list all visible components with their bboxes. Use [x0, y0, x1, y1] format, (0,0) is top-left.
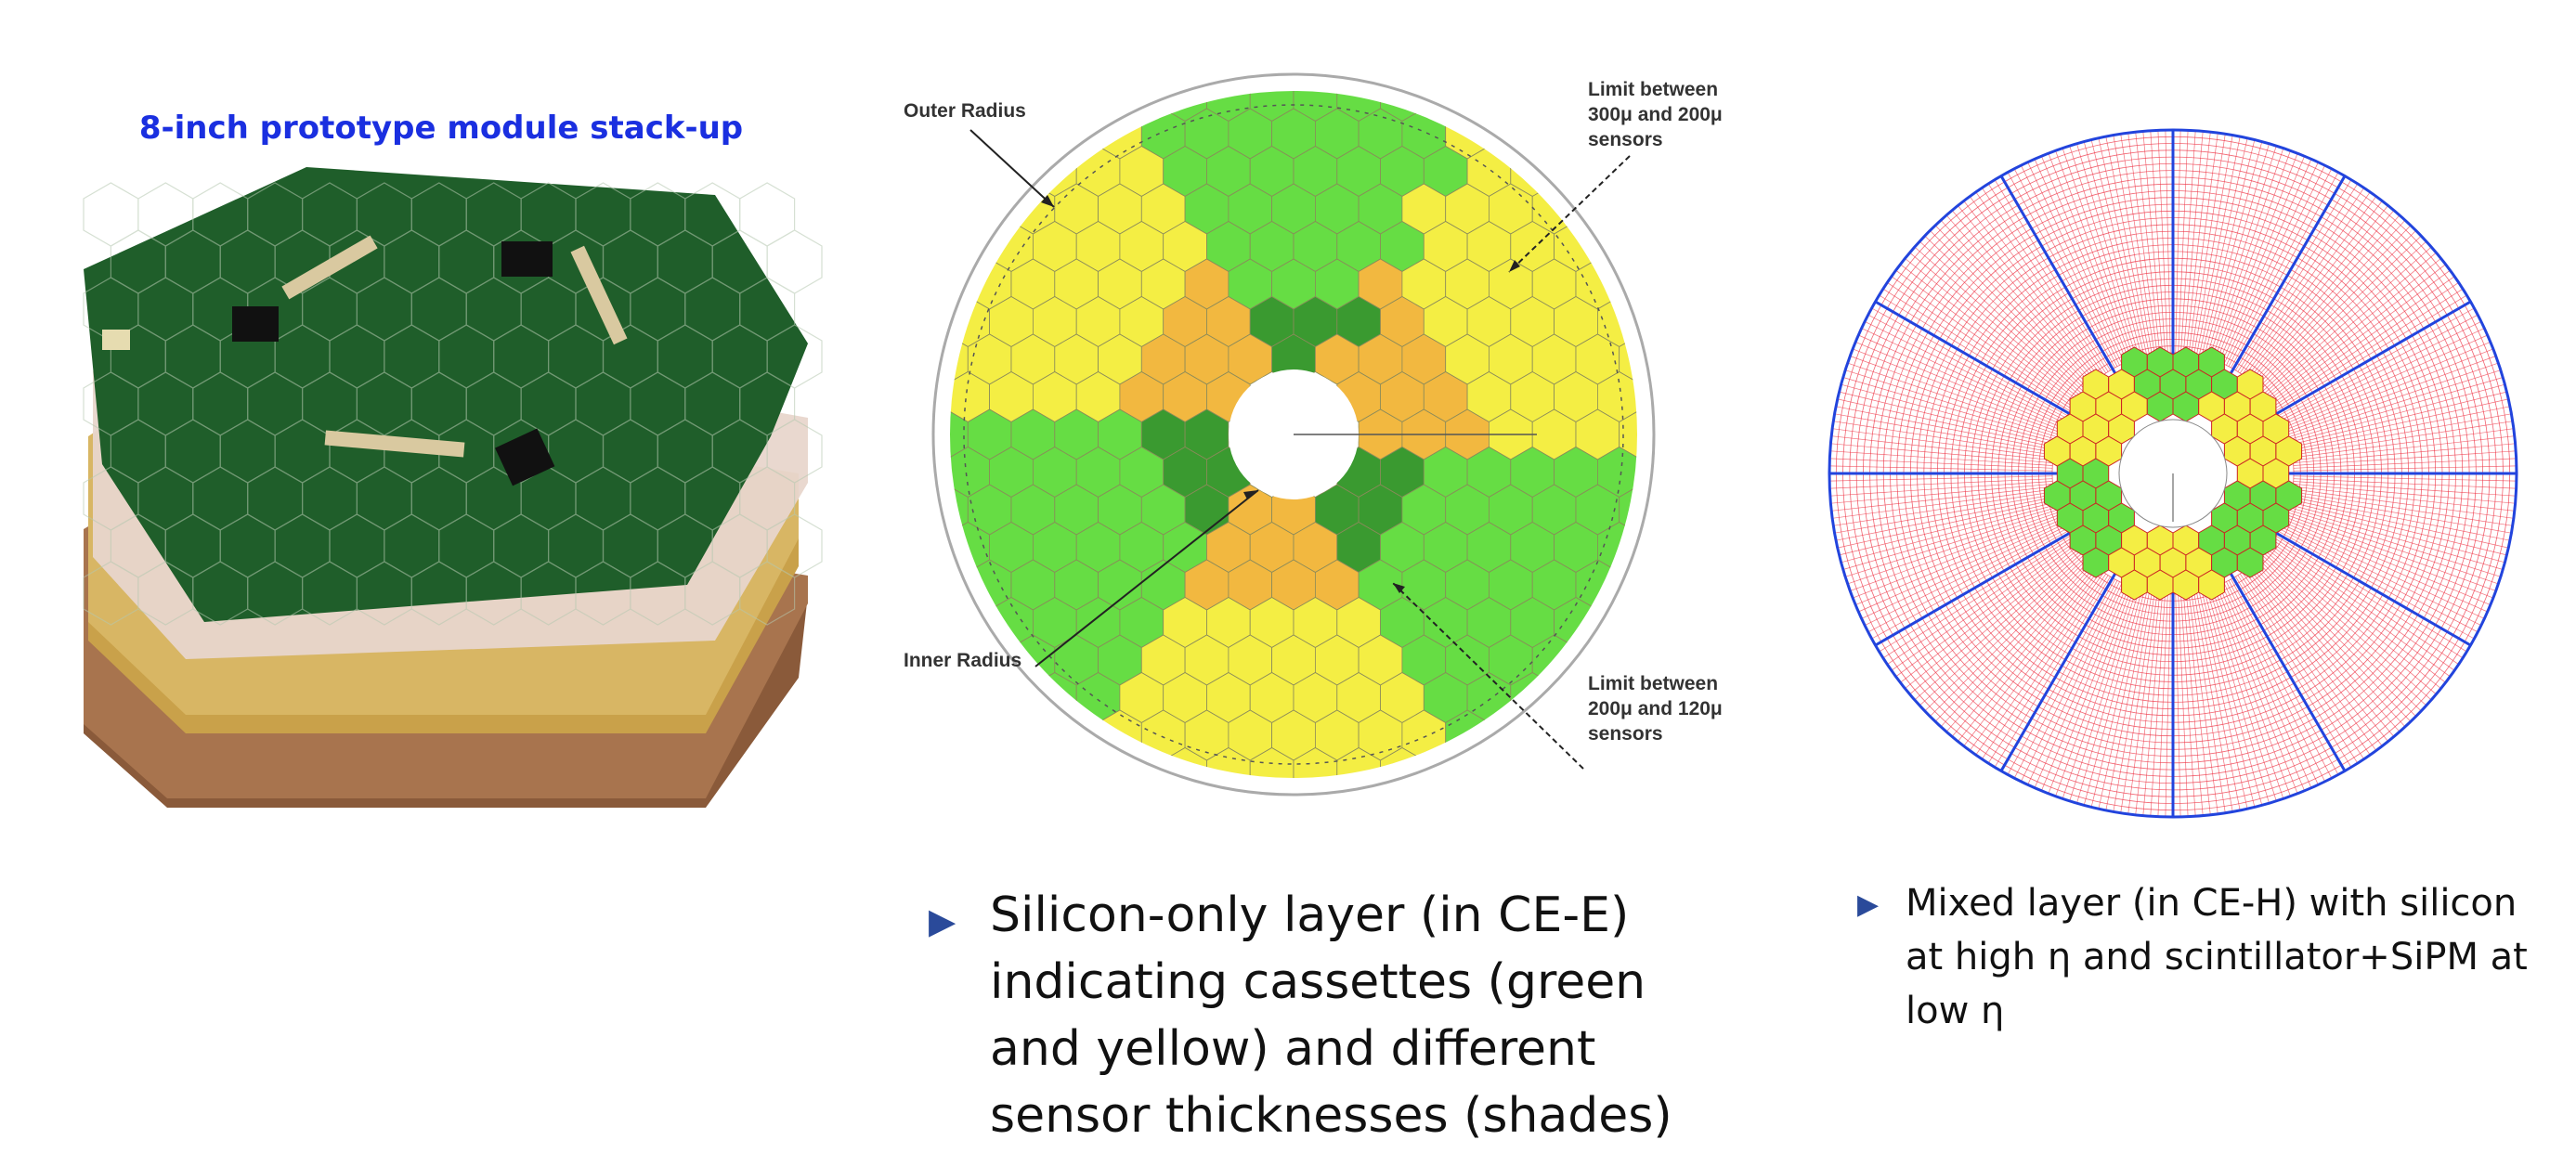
scintillator-radial — [2293, 492, 2513, 526]
label-outer-radius: Outer Radius — [904, 100, 1026, 122]
silicon-layer-svg: Outer Radius Inner Radius Limit between … — [878, 26, 1741, 824]
scintillator-radial — [2205, 142, 2262, 357]
scintillator-radial — [2293, 421, 2513, 456]
scintillator-radial — [2266, 253, 2437, 395]
scintillator-radial — [1910, 253, 2081, 395]
mixed-layer-svg — [1828, 102, 2533, 845]
scintillator-radial — [1952, 566, 2095, 737]
pcb-pad — [102, 330, 130, 350]
silicon-layer-caption-text: Silicon-only layer (in CE-E) indicating … — [990, 882, 1737, 1149]
scintillator-radial — [1905, 549, 2078, 688]
scintillator-radial — [2121, 593, 2155, 813]
silicon-layer-figure: Outer Radius Inner Radius Limit between … — [878, 26, 1741, 824]
scintillator-radial — [2266, 551, 2437, 694]
scintillator-radial — [2290, 505, 2505, 563]
scintillator-radial — [2267, 258, 2440, 397]
bullet-triangle-icon: ▶ — [1857, 878, 1879, 932]
scintillator-radial — [1910, 551, 2081, 694]
stackup-title: 8-inch prototype module stack-up — [130, 110, 752, 147]
scintillator-radial — [2251, 211, 2394, 382]
label-limit-300-200-line1: Limit between — [1588, 79, 1718, 100]
scintillator-radial — [2290, 384, 2505, 442]
scintillator-radial — [1952, 211, 2095, 382]
scintillator-radial — [2192, 134, 2226, 354]
module-stackup-illustration — [65, 158, 826, 882]
scintillator-radial — [1930, 559, 2088, 717]
scintillator-radial — [1930, 230, 2088, 388]
scintillator-radial — [2205, 590, 2262, 806]
scintillator-radial — [2248, 567, 2387, 741]
scintillator-radial — [1833, 421, 2053, 456]
scintillator-radial — [2084, 142, 2141, 357]
scintillator-radial — [1841, 384, 2057, 442]
pcb-cell — [84, 183, 138, 246]
scintillator-radial — [2084, 590, 2141, 806]
scintillator-radial — [2251, 566, 2394, 737]
scintillator-radial — [1841, 505, 2057, 563]
label-limit-300-200-line3: sensors — [1588, 129, 1663, 150]
mixed-layer-caption: ▶ Mixed layer (in CE-H) with silicon at … — [1857, 876, 2544, 1038]
pcb-cell — [767, 230, 822, 293]
mixed-layer-caption-text: Mixed layer (in CE-H) with silicon at hi… — [1906, 876, 2544, 1038]
label-inner-radius: Inner Radius — [904, 650, 1021, 671]
arrow-outer-radius — [970, 130, 1054, 207]
silicon-layer-caption: ▶ Silicon-only layer (in CE-E) indicatin… — [929, 882, 1737, 1149]
label-limit-200-120-line3: sensors — [1588, 723, 1663, 745]
label-limit-300-200-line2: 300μ and 200μ — [1588, 104, 1723, 125]
pcb-cell — [740, 183, 795, 246]
pcb-hexaboard — [84, 167, 808, 622]
label-limit-200-120-line2: 200μ and 120μ — [1588, 698, 1723, 719]
scintillator-radial — [1958, 205, 2097, 379]
scintillator-radial — [1958, 567, 2097, 741]
scintillator-radial — [2258, 559, 2416, 717]
pcb-chip-2 — [501, 241, 553, 277]
bullet-triangle-icon: ▶ — [929, 887, 956, 954]
pcb-chip-1 — [232, 306, 279, 342]
scintillator-radial — [2192, 593, 2226, 813]
label-limit-200-120-line1: Limit between — [1588, 673, 1718, 694]
scintillator-radial — [2258, 230, 2416, 388]
scintillator-radial — [2248, 205, 2387, 379]
scintillator-radial — [1833, 492, 2053, 526]
scintillator-radial — [1905, 258, 2078, 397]
scintillator-radial — [2267, 549, 2440, 688]
scintillator-radial — [2121, 134, 2155, 354]
